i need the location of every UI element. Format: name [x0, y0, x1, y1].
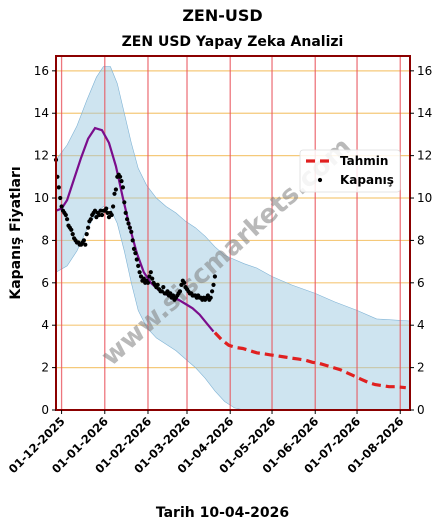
data-point: [112, 191, 117, 196]
data-point: [127, 225, 132, 230]
data-point: [137, 270, 142, 275]
data-point: [56, 185, 61, 190]
y-tick-label-right: 2: [417, 361, 425, 375]
data-point: [148, 270, 153, 275]
y-tick-label: 2: [41, 361, 49, 375]
forecast-line: [213, 331, 406, 390]
data-point: [86, 225, 91, 230]
legend-label-points: Kapanış: [340, 173, 394, 187]
data-point: [210, 289, 215, 294]
data-point: [63, 212, 68, 218]
y-tick-label-right: 14: [417, 106, 432, 120]
data-point: [58, 195, 63, 201]
data-point: [83, 242, 88, 247]
y-tick-label: 4: [41, 318, 49, 332]
data-point: [118, 174, 123, 179]
data-point: [99, 212, 105, 218]
date-label: Tarih 10-04-2026: [155, 505, 290, 521]
data-point: [145, 280, 151, 285]
data-point: [120, 185, 125, 190]
data-point: [104, 206, 109, 211]
legend-label-forecast: Tahmin: [340, 154, 388, 168]
data-point: [88, 217, 93, 222]
data-point: [111, 204, 116, 209]
data-point: [161, 285, 166, 290]
y-tick-label-right: 16: [417, 64, 432, 78]
y-tick-label: 6: [41, 276, 49, 290]
data-point: [65, 217, 70, 222]
data-point: [113, 187, 118, 192]
chart-suptitle: ZEN-USD: [182, 6, 263, 25]
y-tick-label-right: 8: [417, 233, 425, 247]
y-tick-label-right: 10: [417, 191, 432, 205]
data-point: [150, 276, 155, 281]
data-point: [122, 200, 127, 205]
y-axis-label: Kapanış Fiyatları: [8, 166, 24, 299]
data-point: [126, 221, 131, 226]
y-tick-label-right: 0: [417, 403, 425, 417]
plot-frame: [55, 55, 411, 411]
y-tick-label-right: 6: [417, 276, 425, 290]
y-tick-label-right: 12: [417, 149, 432, 163]
data-point: [70, 232, 75, 237]
y-tick-label: 12: [34, 149, 49, 163]
data-point: [182, 280, 187, 285]
data-point: [81, 238, 86, 243]
data-point: [84, 232, 89, 237]
data-point: [69, 227, 74, 232]
data-point: [131, 246, 137, 251]
data-point: [177, 289, 183, 294]
legend-points-swatch: [317, 177, 323, 183]
data-point: [136, 263, 141, 268]
y-tick-label-right: 4: [417, 318, 425, 332]
data-point: [208, 295, 213, 300]
data-point: [133, 251, 138, 256]
y-tick-label: 16: [34, 64, 49, 78]
y-tick-label: 0: [41, 403, 49, 417]
chart-title: ZEN USD Yapay Zeka Analizi: [121, 34, 344, 50]
data-point: [155, 282, 160, 287]
data-point: [129, 229, 134, 234]
data-point: [134, 257, 139, 262]
data-point: [211, 282, 216, 287]
data-point: [130, 238, 135, 243]
data-point: [109, 212, 114, 218]
data-point: [125, 217, 130, 222]
data-point: [119, 179, 124, 184]
data-point: [123, 210, 128, 215]
y-tick-label: 8: [41, 233, 49, 247]
y-tick-label: 10: [34, 191, 49, 205]
data-point: [59, 204, 64, 209]
y-tick-label: 14: [34, 106, 49, 120]
data-point: [212, 274, 217, 279]
